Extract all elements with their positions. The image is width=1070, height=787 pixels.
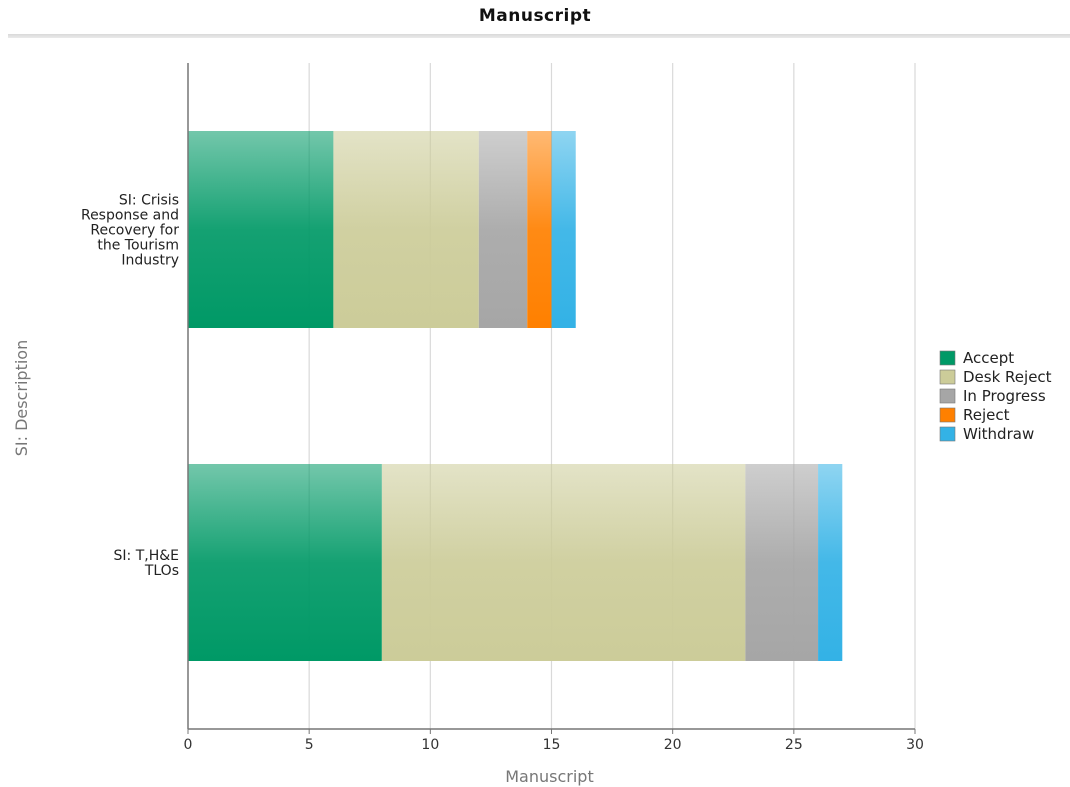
axes: 0 5 10 15 20 25 30 Manuscript SI: Description bbox=[12, 63, 924, 786]
bar-segment-in-progress[interactable] bbox=[745, 464, 819, 661]
legend-item-reject[interactable]: Reject bbox=[939, 406, 1010, 424]
legend-swatch bbox=[939, 407, 956, 423]
x-axis-title: Manuscript bbox=[505, 767, 593, 786]
bar-segment-desk-reject[interactable] bbox=[333, 131, 479, 328]
category-label: Recovery for bbox=[90, 223, 179, 239]
bar-segment-accept[interactable] bbox=[188, 464, 382, 661]
category-label: SI: T,H&E bbox=[114, 548, 179, 564]
x-tick-label: 5 bbox=[305, 737, 314, 753]
x-tick-label: 15 bbox=[543, 737, 561, 753]
legend-label: Desk Reject bbox=[963, 368, 1052, 386]
legend-item-desk-reject[interactable]: Desk Reject bbox=[939, 368, 1052, 386]
legend-label: In Progress bbox=[963, 387, 1046, 405]
category-label: SI: Crisis bbox=[119, 193, 179, 209]
legend-item-in-progress[interactable]: In Progress bbox=[939, 387, 1046, 405]
x-tick-label: 0 bbox=[184, 737, 193, 753]
category-label: the Tourism bbox=[97, 238, 179, 254]
legend-item-accept[interactable]: Accept bbox=[939, 349, 1014, 367]
category-label: Response and bbox=[81, 208, 179, 224]
category-label: TLOs bbox=[144, 563, 179, 579]
bar-segment-desk-reject[interactable] bbox=[381, 464, 746, 661]
title-divider bbox=[8, 34, 1070, 38]
legend-swatch bbox=[939, 388, 956, 404]
legend-swatch bbox=[939, 350, 956, 366]
chart-title: Manuscript bbox=[478, 6, 592, 26]
y-axis-title: SI: Description bbox=[12, 340, 31, 456]
legend-label: Accept bbox=[963, 349, 1014, 367]
legend-label: Withdraw bbox=[963, 425, 1034, 443]
legend-swatch bbox=[939, 369, 956, 385]
bar-segment-withdraw[interactable] bbox=[818, 464, 843, 661]
bar-segment-withdraw[interactable] bbox=[551, 131, 576, 328]
bar-segment-reject[interactable] bbox=[527, 131, 552, 328]
category-label: Industry bbox=[121, 253, 179, 269]
x-tick-label: 10 bbox=[421, 737, 439, 753]
x-tick-label: 20 bbox=[664, 737, 682, 753]
legend-label: Reject bbox=[963, 406, 1010, 424]
x-tick-label: 25 bbox=[785, 737, 803, 753]
bars bbox=[188, 131, 843, 661]
x-tick-label: 30 bbox=[906, 737, 924, 753]
legend-item-withdraw[interactable]: Withdraw bbox=[939, 425, 1034, 443]
legend-swatch bbox=[939, 426, 956, 442]
bar-segment-accept[interactable] bbox=[188, 131, 334, 328]
bar-segment-in-progress[interactable] bbox=[478, 131, 528, 328]
